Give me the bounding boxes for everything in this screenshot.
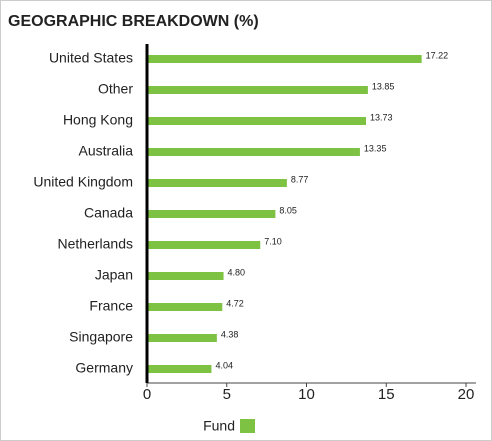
value-label: 4.80: [228, 267, 246, 277]
y-tick-label: Hong Kong: [63, 112, 133, 128]
bar: [147, 334, 217, 342]
bar: [147, 86, 368, 94]
bar: [147, 272, 224, 280]
chart-title: GEOGRAPHIC BREAKDOWN (%): [8, 13, 259, 30]
y-tick-label: Australia: [79, 143, 134, 159]
value-label: 7.10: [264, 236, 282, 246]
bar: [147, 303, 223, 311]
y-tick-label: Netherlands: [58, 236, 134, 252]
bar: [147, 210, 276, 218]
value-label: 8.77: [291, 174, 309, 184]
x-tick-label: 20: [458, 386, 475, 403]
y-tick-label: United Kingdom: [33, 174, 133, 190]
y-tick-label: Japan: [95, 267, 133, 283]
value-label: 4.04: [215, 360, 233, 370]
bar: [147, 117, 366, 125]
bar: [147, 179, 287, 187]
bar: [147, 148, 360, 156]
value-label: 17.22: [426, 50, 449, 60]
x-tick-label: 15: [378, 386, 395, 403]
y-tick-label: United States: [49, 50, 133, 66]
x-tick-label: 10: [298, 386, 315, 403]
y-tick-label: Other: [98, 81, 133, 97]
value-label: 13.85: [372, 81, 395, 91]
x-tick-label: 5: [223, 386, 231, 403]
value-label: 8.05: [279, 205, 297, 215]
value-label: 4.38: [221, 329, 239, 339]
bar: [147, 55, 422, 63]
bar: [147, 241, 261, 249]
legend-label: Fund: [203, 418, 235, 434]
bar: [147, 365, 212, 373]
legend-swatch: [240, 419, 255, 433]
y-tick-label: Singapore: [69, 329, 133, 345]
value-label: 13.35: [364, 143, 387, 153]
y-tick-label: Germany: [75, 360, 133, 376]
y-tick-label: France: [89, 298, 133, 314]
value-label: 13.73: [370, 112, 393, 122]
value-label: 4.72: [226, 298, 244, 308]
x-tick-label: 0: [143, 386, 151, 403]
y-tick-label: Canada: [84, 205, 133, 221]
